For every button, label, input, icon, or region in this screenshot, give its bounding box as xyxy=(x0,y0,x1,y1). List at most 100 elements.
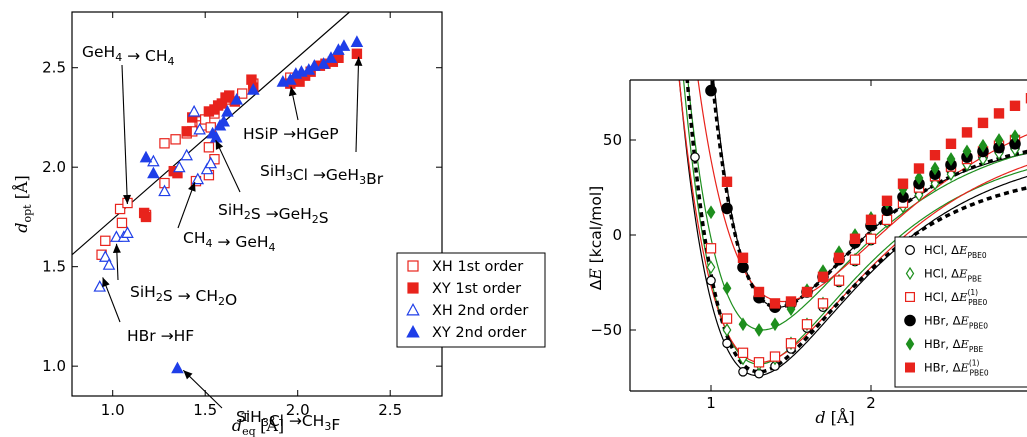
right-point-5 xyxy=(849,233,861,244)
right-point-2 xyxy=(705,243,717,254)
right-legend-marker xyxy=(904,245,915,256)
right-dashed-reference-curve xyxy=(710,80,1027,309)
annotation-label: SiH2S → CH2O xyxy=(130,283,237,309)
right-point-2 xyxy=(737,347,749,359)
right-point-0 xyxy=(738,366,748,377)
right-y-axis-label: ΔE [kcal/mol] xyxy=(587,186,605,290)
right-x-axis-label: d [Å] xyxy=(815,407,854,427)
left-legend: XH 1st order XY 1st order XH 2nd order XY 2… xyxy=(396,252,546,348)
left-legend-box xyxy=(396,252,546,348)
left-point-1 xyxy=(181,126,192,137)
right-point-5 xyxy=(881,195,893,206)
left-legend-marker xyxy=(407,282,419,294)
right-point-0 xyxy=(706,275,716,286)
right-x-tick-label: 2 xyxy=(866,394,876,412)
right-point-2 xyxy=(753,357,765,368)
left-x-tick-label: 2.0 xyxy=(286,401,310,419)
left-point-3 xyxy=(221,104,234,117)
left-point-2 xyxy=(110,230,123,242)
left-point-2 xyxy=(102,258,116,270)
right-line-chart: 123500−50 d [Å] ΔE [kcal/mol] HCl, ΔEPBE… xyxy=(587,79,1027,427)
right-point-2 xyxy=(785,338,797,349)
right-dashed-reference-curve xyxy=(685,80,1027,374)
right-point-2 xyxy=(769,351,781,362)
left-point-0 xyxy=(170,134,181,145)
right-point-4 xyxy=(738,317,748,332)
annotation-label: SiH3Cl →GeH3Br xyxy=(260,162,384,188)
right-point-3 xyxy=(737,261,749,274)
right-legend-label: HCl, ΔE(1) PBE0 xyxy=(924,288,988,307)
annotation-arrow-head xyxy=(188,181,196,192)
right-point-2 xyxy=(801,319,813,330)
right-x-tick-label: 1 xyxy=(706,394,716,412)
left-point-2 xyxy=(99,250,112,262)
left-point-1 xyxy=(224,90,235,101)
right-point-2 xyxy=(833,275,845,286)
left-point-2 xyxy=(193,122,206,135)
left-legend-label: XY 2nd order xyxy=(432,325,526,341)
left-point-0 xyxy=(114,203,126,215)
left-point-2 xyxy=(187,104,201,117)
left-point-3 xyxy=(317,57,330,69)
right-point-4 xyxy=(978,138,988,153)
right-point-2 xyxy=(881,214,893,225)
left-x-tick-label: 1.0 xyxy=(101,401,125,419)
right-point-5 xyxy=(945,138,957,149)
left-y-tick-label: 1.0 xyxy=(42,357,66,375)
right-legend-label: HBr, ΔEPBE xyxy=(924,337,984,354)
annotation-label: SiH3Cl →CH3F xyxy=(236,408,340,434)
right-point-5 xyxy=(785,296,797,307)
right-point-4 xyxy=(994,133,1004,147)
right-point-4 xyxy=(754,323,764,337)
right-point-4 xyxy=(770,317,780,332)
annotation-arrow-head xyxy=(354,56,363,66)
left-point-1 xyxy=(140,211,152,223)
right-point-4 xyxy=(914,171,924,185)
annotation-label: SiH2S →GeH2S xyxy=(218,201,329,227)
annotation-arrow-head xyxy=(102,277,110,288)
right-legend-label: HCl, ΔEPBE0 xyxy=(924,243,987,260)
left-y-tick-label: 2.0 xyxy=(42,158,66,176)
annotation-label: GeH4 → CH4 xyxy=(82,43,175,68)
left-point-2 xyxy=(200,162,214,175)
annotation-arrow-head xyxy=(183,370,193,380)
right-curve-0 xyxy=(678,80,1027,377)
right-data-points xyxy=(690,84,1027,379)
annotation-label: HBr →HF xyxy=(127,327,194,345)
right-point-2 xyxy=(817,298,829,309)
right-point-4 xyxy=(706,205,716,220)
left-point-2 xyxy=(204,156,218,169)
annotation-arrow-line xyxy=(215,139,241,193)
right-legend-marker xyxy=(905,337,915,351)
right-point-4 xyxy=(946,152,956,166)
right-point-4 xyxy=(962,144,972,159)
left-point-0 xyxy=(159,138,170,149)
left-plot-frame xyxy=(71,11,443,397)
annotation-arrow-line xyxy=(182,369,223,409)
left-point-1 xyxy=(351,48,363,59)
left-point-3 xyxy=(139,150,153,163)
right-point-3 xyxy=(721,202,733,215)
right-y-tick-label: 50 xyxy=(603,131,622,149)
left-point-3 xyxy=(147,166,160,179)
left-point-0 xyxy=(100,235,111,247)
right-point-3 xyxy=(705,84,717,97)
annotation-arrow-head xyxy=(112,243,121,253)
left-legend-label: XH 1st order xyxy=(432,259,523,275)
right-legend-marker xyxy=(905,266,915,281)
left-point-0 xyxy=(203,142,215,153)
right-point-5 xyxy=(993,108,1005,119)
right-point-2 xyxy=(865,233,877,244)
left-point-2 xyxy=(173,160,186,173)
left-point-2 xyxy=(191,172,205,185)
left-y-tick-label: 2.5 xyxy=(42,59,66,77)
left-legend-label: XH 2nd order xyxy=(432,303,528,319)
annotation-arrow-head xyxy=(123,194,132,204)
left-annotation-labels: GeH4 → CH4 SiH2S → CH2O HBr →HF SiH3Cl →CH3… xyxy=(82,43,384,434)
right-point-5 xyxy=(929,150,941,161)
right-legend-marker xyxy=(904,362,915,373)
right-point-5 xyxy=(801,286,813,298)
left-point-2 xyxy=(180,148,193,161)
left-point-3 xyxy=(284,73,297,85)
right-legend-marker xyxy=(904,292,915,303)
